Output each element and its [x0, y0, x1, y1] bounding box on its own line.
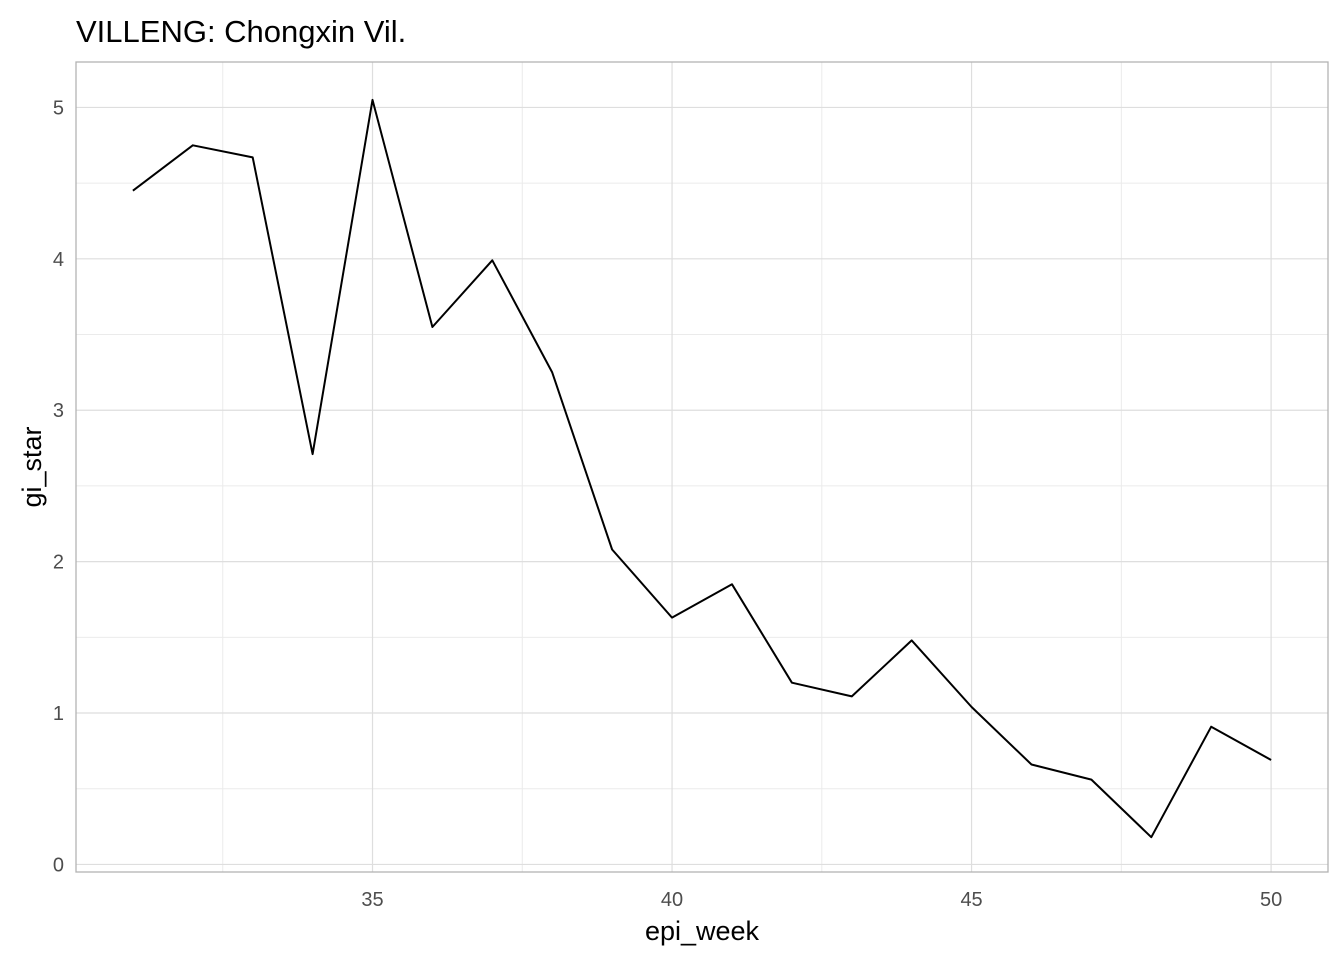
minor-gridlines [76, 62, 1328, 872]
y-tick-label: 5 [53, 97, 64, 119]
x-axis-title: epi_week [645, 916, 760, 946]
x-tick-label: 45 [960, 889, 982, 911]
plot-panel-border [75, 61, 1329, 873]
chart-title: VILLENG: Chongxin Vil. [76, 14, 406, 49]
series-layer [132, 98, 1272, 839]
x-tick-label: 40 [661, 889, 683, 911]
y-tick-label: 0 [53, 854, 64, 876]
x-tick-label: 35 [361, 889, 383, 911]
major-gridlines [76, 62, 1328, 872]
x-tick-labels: 35 40 45 50 [361, 889, 1282, 911]
y-tick-label: 3 [53, 400, 64, 422]
y-tick-label: 2 [53, 552, 64, 574]
series-line [132, 98, 1272, 839]
y-tick-labels: 0 1 2 3 4 5 [53, 97, 64, 876]
y-tick-label: 1 [53, 703, 64, 725]
y-tick-label: 4 [53, 249, 64, 271]
x-tick-label: 50 [1260, 889, 1282, 911]
y-axis-title: gi_star [17, 426, 47, 507]
